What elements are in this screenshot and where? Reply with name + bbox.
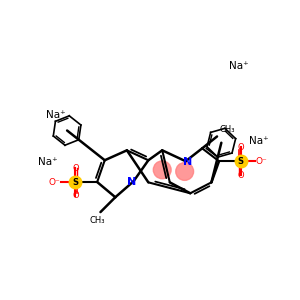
- Circle shape: [176, 163, 194, 180]
- Text: O⁻: O⁻: [256, 157, 268, 166]
- Text: Na⁺: Na⁺: [249, 136, 268, 146]
- Text: N: N: [127, 177, 136, 188]
- Text: O: O: [72, 164, 79, 173]
- Text: CH₃: CH₃: [219, 125, 235, 134]
- Text: O: O: [238, 143, 244, 152]
- Text: O: O: [238, 171, 244, 180]
- Text: S: S: [238, 157, 244, 166]
- Text: Na⁺: Na⁺: [230, 61, 249, 71]
- Text: N: N: [183, 157, 192, 167]
- Text: Na⁺: Na⁺: [46, 110, 66, 120]
- Circle shape: [153, 161, 171, 179]
- Text: Na⁺: Na⁺: [38, 157, 57, 167]
- Text: CH₃: CH₃: [90, 216, 105, 225]
- Text: O: O: [72, 191, 79, 200]
- Text: S: S: [72, 178, 78, 187]
- Text: O⁻: O⁻: [49, 178, 60, 187]
